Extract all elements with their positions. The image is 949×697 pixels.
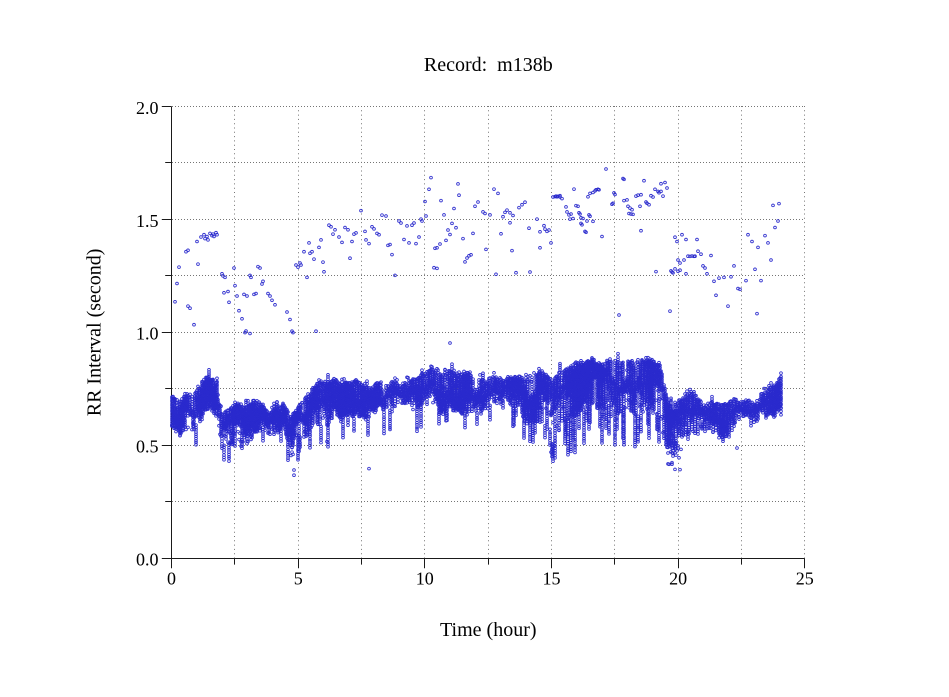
svg-text:10: 10 <box>416 569 434 589</box>
svg-text:25: 25 <box>796 569 814 589</box>
svg-text:Time (hour): Time (hour) <box>440 619 536 641</box>
svg-text:1.5: 1.5 <box>136 211 159 231</box>
svg-text:15: 15 <box>543 569 561 589</box>
svg-text:0: 0 <box>167 569 176 589</box>
svg-text:5: 5 <box>294 569 303 589</box>
svg-text:0.5: 0.5 <box>136 437 159 457</box>
svg-text:20: 20 <box>669 569 687 589</box>
svg-text:Record: m138b: Record: m138b <box>424 54 553 76</box>
svg-text:RR Interval (second): RR Interval (second) <box>84 249 106 417</box>
svg-text:0.0: 0.0 <box>136 550 159 570</box>
svg-text:1.0: 1.0 <box>136 324 159 344</box>
svg-text:2.0: 2.0 <box>136 98 159 118</box>
